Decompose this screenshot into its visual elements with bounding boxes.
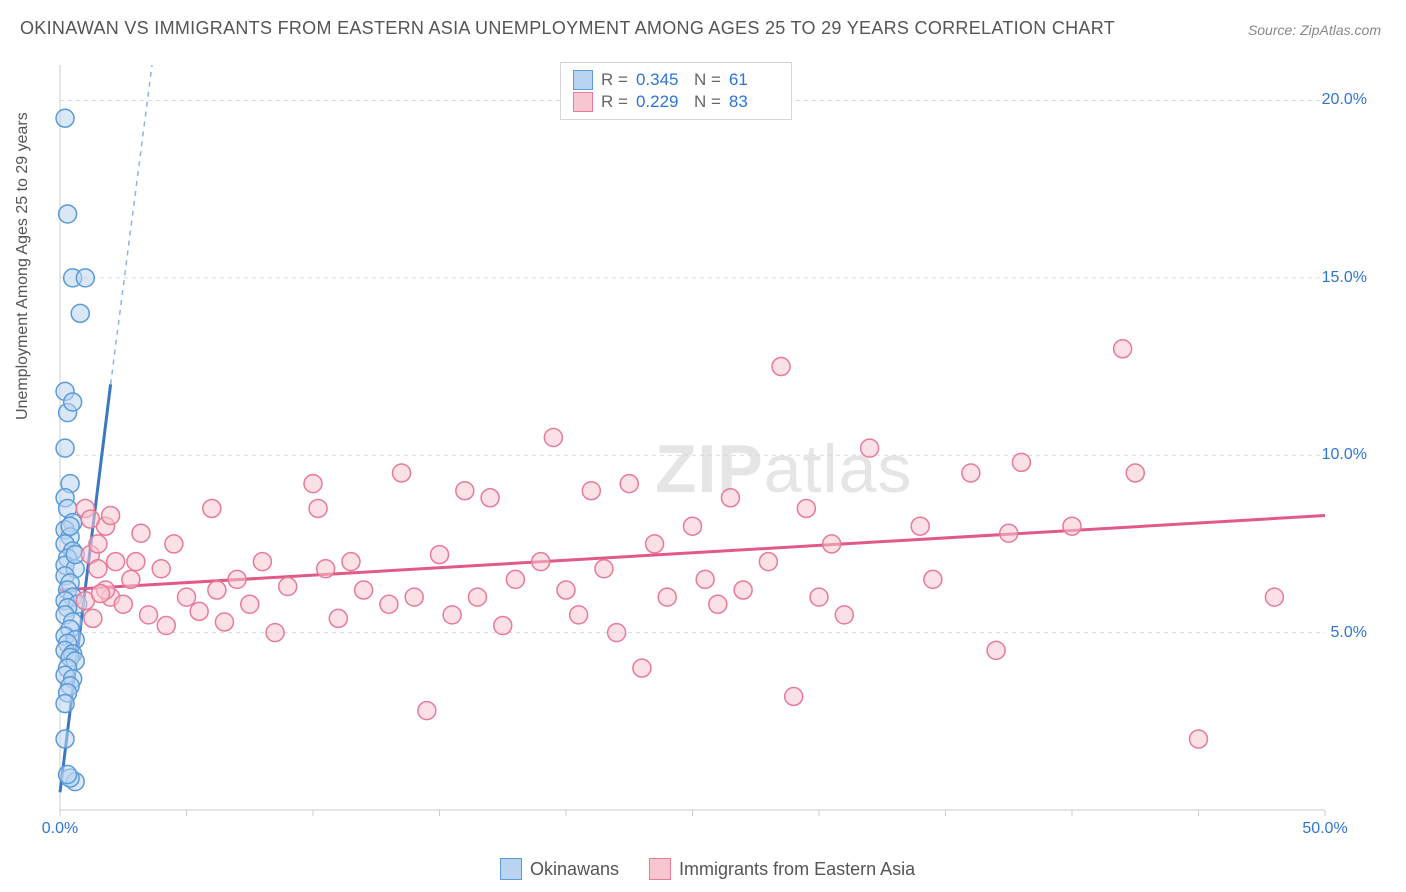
legend-bottom-label-1: Immigrants from Eastern Asia [679,859,915,880]
legend-n-label: N = [694,70,721,90]
y-axis-label: Unemployment Among Ages 25 to 29 years [14,112,32,420]
legend-swatch-1 [573,92,593,112]
legend-item-1: Immigrants from Eastern Asia [649,858,915,880]
legend-swatch-0 [573,70,593,90]
legend-stats-row-0: R = 0.345 N = 61 [573,70,779,90]
y-tick-label: 10.0% [1322,446,1367,464]
legend-n-value-1: 83 [729,92,779,112]
x-tick-label: 0.0% [42,820,78,838]
legend-r-label: R = [601,92,628,112]
legend-stats-row-1: R = 0.229 N = 83 [573,92,779,112]
source-attribution: Source: ZipAtlas.com [1248,22,1381,38]
y-tick-label: 15.0% [1322,269,1367,287]
legend-n-value-0: 61 [729,70,779,90]
legend-item-0: Okinawans [500,858,619,880]
legend-stats: R = 0.345 N = 61 R = 0.229 N = 83 [560,62,792,120]
y-tick-label: 20.0% [1322,91,1367,109]
y-tick-label: 5.0% [1331,624,1367,642]
legend-r-value-0: 0.345 [636,70,686,90]
scatter-plot [55,60,1375,840]
legend-bottom-swatch-0 [500,858,522,880]
legend-n-label: N = [694,92,721,112]
legend-bottom-label-0: Okinawans [530,859,619,880]
legend-r-label: R = [601,70,628,90]
chart-area: ZIPatlas 0.0%50.0%5.0%10.0%15.0%20.0% [55,60,1375,840]
x-tick-label: 50.0% [1302,820,1347,838]
legend-r-value-1: 0.229 [636,92,686,112]
chart-title: OKINAWAN VS IMMIGRANTS FROM EASTERN ASIA… [20,18,1115,39]
legend-bottom-swatch-1 [649,858,671,880]
legend-series: Okinawans Immigrants from Eastern Asia [500,858,915,880]
